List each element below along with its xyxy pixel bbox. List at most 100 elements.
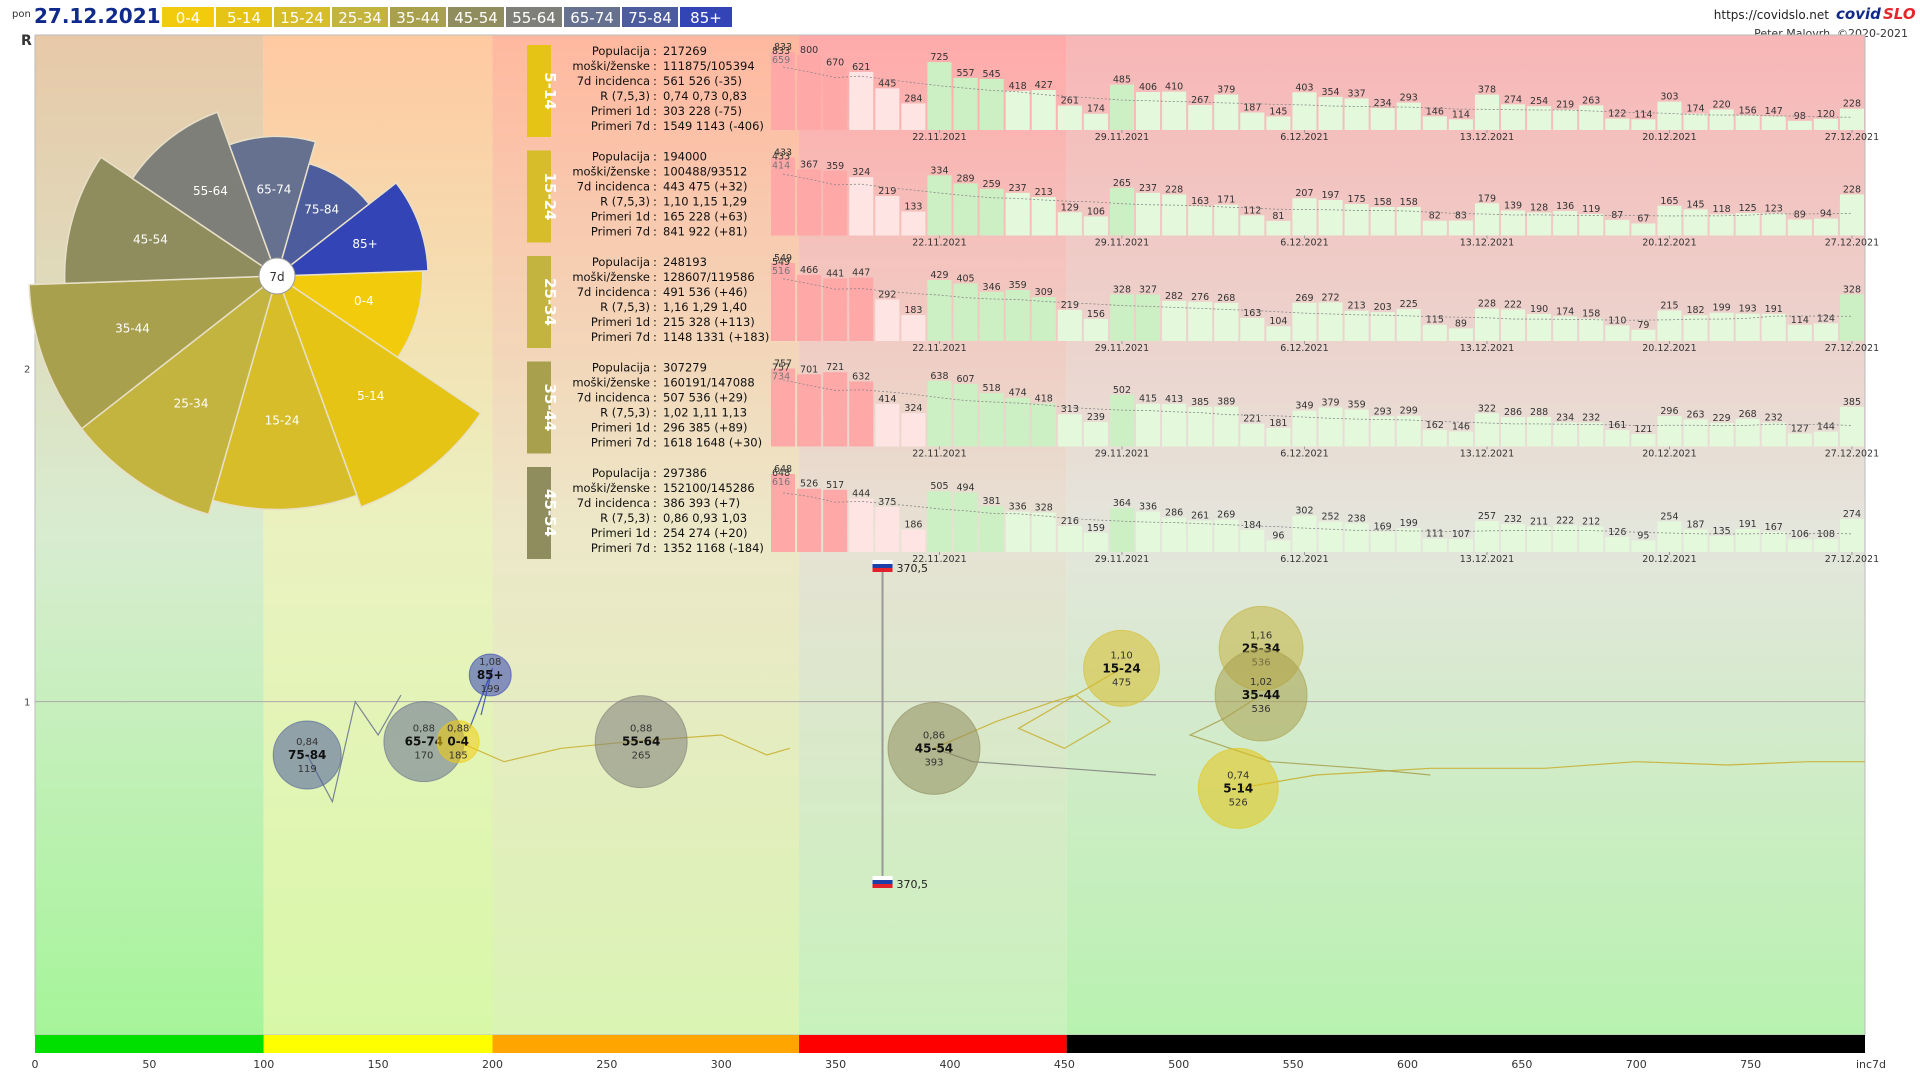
stat-value: 1352 1168 (-184): [663, 541, 764, 555]
bar: [901, 413, 926, 447]
bar-label: 145: [1686, 199, 1704, 210]
bar: [979, 393, 1004, 447]
stat-colon: :: [653, 59, 657, 73]
bar-label: 721: [826, 362, 844, 373]
bar-label: 336: [1139, 502, 1157, 513]
panel-25-34: 25-34Populacija:248193moški/ženske:12860…: [527, 253, 1879, 354]
bar-label: 207: [1295, 188, 1313, 199]
bar: [1162, 194, 1187, 236]
bar: [1631, 119, 1656, 130]
date-label: 6.12.2021: [1280, 449, 1328, 460]
bar-label: 385: [1843, 397, 1861, 408]
bubble-label-85+: 85+: [477, 668, 504, 682]
bar: [849, 381, 874, 447]
bar: [1031, 403, 1056, 447]
bar: [1657, 416, 1682, 447]
bar: [1318, 302, 1343, 341]
bar-label: 95: [1637, 531, 1649, 542]
bar: [1318, 200, 1343, 236]
rose-label-85+: 85+: [352, 237, 377, 251]
stat-colon: :: [653, 180, 657, 194]
bar: [1031, 197, 1056, 236]
bubble-5-14: [1197, 747, 1279, 829]
bar-label: 219: [1061, 300, 1079, 311]
bar-label: 163: [1191, 196, 1209, 207]
bar: [849, 71, 874, 130]
bar-label: 184: [1243, 520, 1261, 531]
bar: [823, 489, 848, 552]
bar: [1396, 528, 1421, 552]
flag-stripe-blue: [872, 564, 893, 568]
bar-label: 181: [1269, 418, 1287, 429]
bar: [1474, 203, 1499, 236]
bar-label: 193: [1739, 304, 1757, 315]
bar-label: 219: [878, 186, 896, 197]
bar-label: 112: [1243, 205, 1261, 216]
zone-bar-3: [492, 1035, 800, 1053]
stat-value: 1,10 1,15 1,29: [663, 195, 747, 209]
site-url[interactable]: https://covidslo.net: [1714, 8, 1830, 22]
bar: [1527, 314, 1552, 341]
stat-colon: :: [653, 74, 657, 88]
legend-label-25-34: 25-34: [338, 9, 382, 27]
bar: [1057, 212, 1082, 236]
bar: [875, 403, 900, 447]
x-tick-9: 450: [1054, 1058, 1075, 1071]
stat-label: moški/ženske: [572, 165, 650, 179]
date-label: 6.12.2021: [1280, 238, 1328, 249]
bar-label: 410: [1165, 82, 1183, 93]
bar-label: 169: [1374, 522, 1392, 533]
date-label: 13.12.2021: [1460, 449, 1514, 460]
bubble-chart: 0,8475-841190,8865-741700,880-41851,0885…: [272, 605, 1308, 829]
x-tick-11: 550: [1283, 1058, 1304, 1071]
bar: [1005, 90, 1030, 130]
bar-label: 190: [1530, 304, 1548, 315]
bar-label: 161: [1608, 420, 1626, 431]
bar-label: 359: [1348, 400, 1366, 411]
bar-label: 274: [1504, 94, 1522, 105]
bar: [1657, 101, 1682, 130]
date-label: 27.12.2021: [1825, 238, 1879, 249]
bar-label: 221: [1243, 414, 1261, 425]
date-label: 6.12.2021: [1280, 132, 1328, 143]
bar: [1162, 403, 1187, 447]
bar-label: 284: [904, 93, 922, 104]
plot-grid: 1 2 R: [21, 33, 1865, 709]
bar-label: 261: [1191, 511, 1209, 522]
bar-label: 238: [1348, 513, 1366, 524]
stat-label: moški/ženske: [572, 59, 650, 73]
bar: [1188, 206, 1213, 236]
date-label: 20.12.2021: [1642, 554, 1696, 565]
rose-slice-35-44: [28, 275, 280, 430]
bar: [1214, 406, 1239, 447]
bar-label: 96: [1272, 530, 1284, 541]
bubble-75-84: [272, 720, 342, 790]
bar-label: 414: [878, 394, 896, 405]
stat-value: 0,74 0,73 0,83: [663, 89, 747, 103]
stat-colon: :: [653, 376, 657, 390]
bar: [1318, 96, 1343, 130]
stat-colon: :: [653, 150, 657, 164]
bar: [1579, 214, 1604, 236]
bar: [1474, 308, 1499, 341]
panel-tab-label-35-44: 35-44: [541, 384, 559, 432]
date-label: 20.12.2021: [1642, 132, 1696, 143]
bar: [797, 55, 822, 130]
x-axis: 0 50 100 150 200 250 300 350 400 450 500 550 600 650 7…: [32, 1035, 1886, 1071]
bar-label: 144: [1817, 422, 1835, 433]
bar: [1292, 92, 1317, 130]
bar: [1579, 526, 1604, 552]
date-label: 29.11.2021: [1095, 132, 1149, 143]
legend-label-45-54: 45-54: [454, 9, 498, 27]
stat-colon: :: [653, 511, 657, 525]
rose-slice-15-24: [211, 273, 358, 511]
panel-tab-35-44: [527, 361, 551, 454]
rose-label-25-34: 25-34: [174, 396, 209, 410]
bar-label: 313: [1061, 404, 1079, 415]
bar-label: 403: [1295, 82, 1313, 93]
bar-label: 222: [1504, 299, 1522, 310]
bar-label: 232: [1765, 413, 1783, 424]
bar-label: 254: [1660, 511, 1678, 522]
trend-line: [782, 278, 1852, 321]
x-tick-12: 600: [1397, 1058, 1418, 1071]
